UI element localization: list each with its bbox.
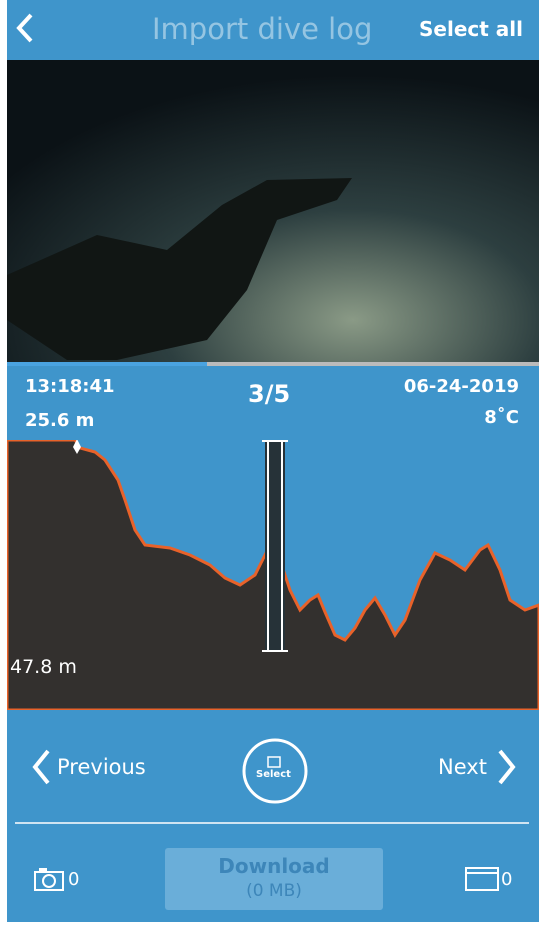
- download-size: (0 MB): [165, 881, 383, 901]
- date: 06-24-2019: [404, 376, 519, 397]
- time: 13:18:41: [25, 376, 115, 397]
- next-button[interactable]: Next: [438, 755, 487, 779]
- back-button[interactable]: [15, 12, 35, 44]
- next-icon: [497, 748, 517, 786]
- depth-profile: [7, 440, 539, 710]
- dive-index: 3/5: [248, 380, 290, 408]
- previous-icon: [31, 748, 51, 786]
- photo-icon: [33, 866, 67, 892]
- video-frame: [7, 60, 539, 366]
- download-label: Download: [165, 854, 383, 878]
- divider: [15, 822, 529, 824]
- select-button[interactable]: Select: [256, 769, 291, 780]
- max-depth: 47.8 m: [10, 656, 77, 678]
- video-count: 0: [501, 869, 512, 890]
- photo-count: 0: [68, 869, 79, 890]
- depth: 25.6 m: [25, 410, 94, 431]
- download-button[interactable]: Download (0 MB): [165, 848, 383, 910]
- video-icon: [464, 866, 500, 892]
- page: Import dive log Select all 13:18:41 25.6…: [0, 0, 539, 929]
- title: Import dive log: [152, 12, 372, 46]
- previous-button[interactable]: Previous: [57, 755, 146, 779]
- app: Import dive log Select all 13:18:41 25.6…: [7, 0, 539, 922]
- temperature: 8˚C: [484, 407, 519, 428]
- select-all[interactable]: Select all: [419, 17, 523, 41]
